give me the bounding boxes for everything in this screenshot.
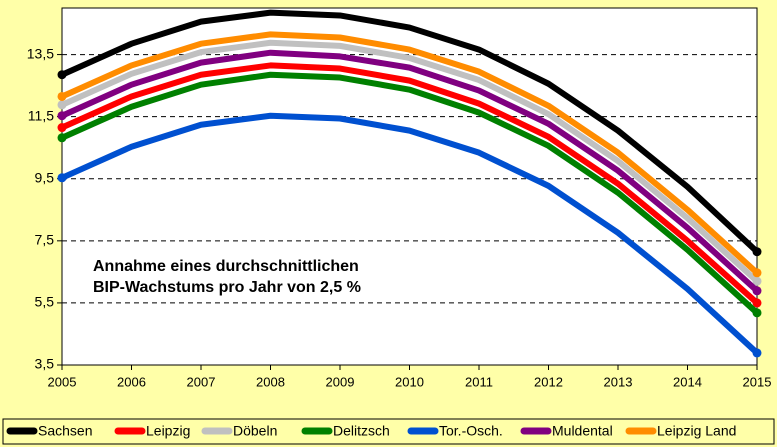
end-marker bbox=[752, 276, 762, 286]
end-marker bbox=[752, 308, 762, 318]
series-line bbox=[60, 71, 760, 316]
x-tick-label: 2012 bbox=[534, 374, 563, 389]
end-marker bbox=[57, 123, 67, 133]
x-tick-label: 2011 bbox=[465, 374, 493, 389]
x-tick-label: 2007 bbox=[187, 374, 216, 389]
end-marker bbox=[752, 298, 762, 308]
series-line bbox=[60, 9, 760, 254]
legend-label: Leipzig bbox=[146, 423, 190, 439]
series-line bbox=[60, 49, 760, 294]
legend-label: Leipzig Land bbox=[657, 423, 736, 439]
end-marker bbox=[57, 100, 67, 110]
series-line bbox=[60, 31, 760, 276]
legend-label: Muldental bbox=[552, 423, 613, 439]
end-marker bbox=[752, 286, 762, 296]
legend-label: Tor.-Osch. bbox=[439, 423, 503, 439]
series-line bbox=[60, 39, 760, 284]
annotation: BIP-Wachstums pro Jahr von 2,5 % bbox=[93, 279, 361, 296]
legend-label: Döbeln bbox=[233, 423, 277, 439]
x-tick-label: 2009 bbox=[326, 374, 355, 389]
end-marker bbox=[57, 70, 67, 80]
x-tick-label: 2010 bbox=[395, 374, 424, 389]
y-tick-label: 11,5 bbox=[28, 107, 54, 123]
x-tick-label: 2015 bbox=[743, 374, 772, 389]
series-line bbox=[60, 112, 760, 356]
x-tick-label: 2014 bbox=[673, 374, 702, 389]
end-marker bbox=[752, 247, 762, 257]
end-marker bbox=[57, 91, 67, 101]
y-tick-label: 9,5 bbox=[35, 169, 55, 185]
end-marker bbox=[57, 133, 67, 143]
x-tick-label: 2013 bbox=[604, 374, 633, 389]
end-marker bbox=[57, 173, 67, 183]
legend-label: Sachsen bbox=[38, 423, 92, 439]
end-marker bbox=[752, 348, 762, 358]
legend-label: Delitzsch bbox=[333, 423, 390, 439]
y-tick-label: 5,5 bbox=[35, 294, 55, 310]
annotation: Annahme eines durchschnittlichen bbox=[93, 258, 359, 275]
end-marker bbox=[57, 111, 67, 121]
y-tick-label: 13,5 bbox=[27, 45, 54, 61]
series-line bbox=[60, 62, 759, 306]
end-marker bbox=[752, 268, 762, 278]
x-tick-label: 2006 bbox=[117, 374, 146, 389]
y-tick-label: 7,5 bbox=[35, 232, 55, 248]
x-tick-label: 2005 bbox=[48, 374, 77, 389]
y-tick-label: 3,5 bbox=[35, 356, 55, 372]
x-tick-label: 2008 bbox=[256, 374, 285, 389]
